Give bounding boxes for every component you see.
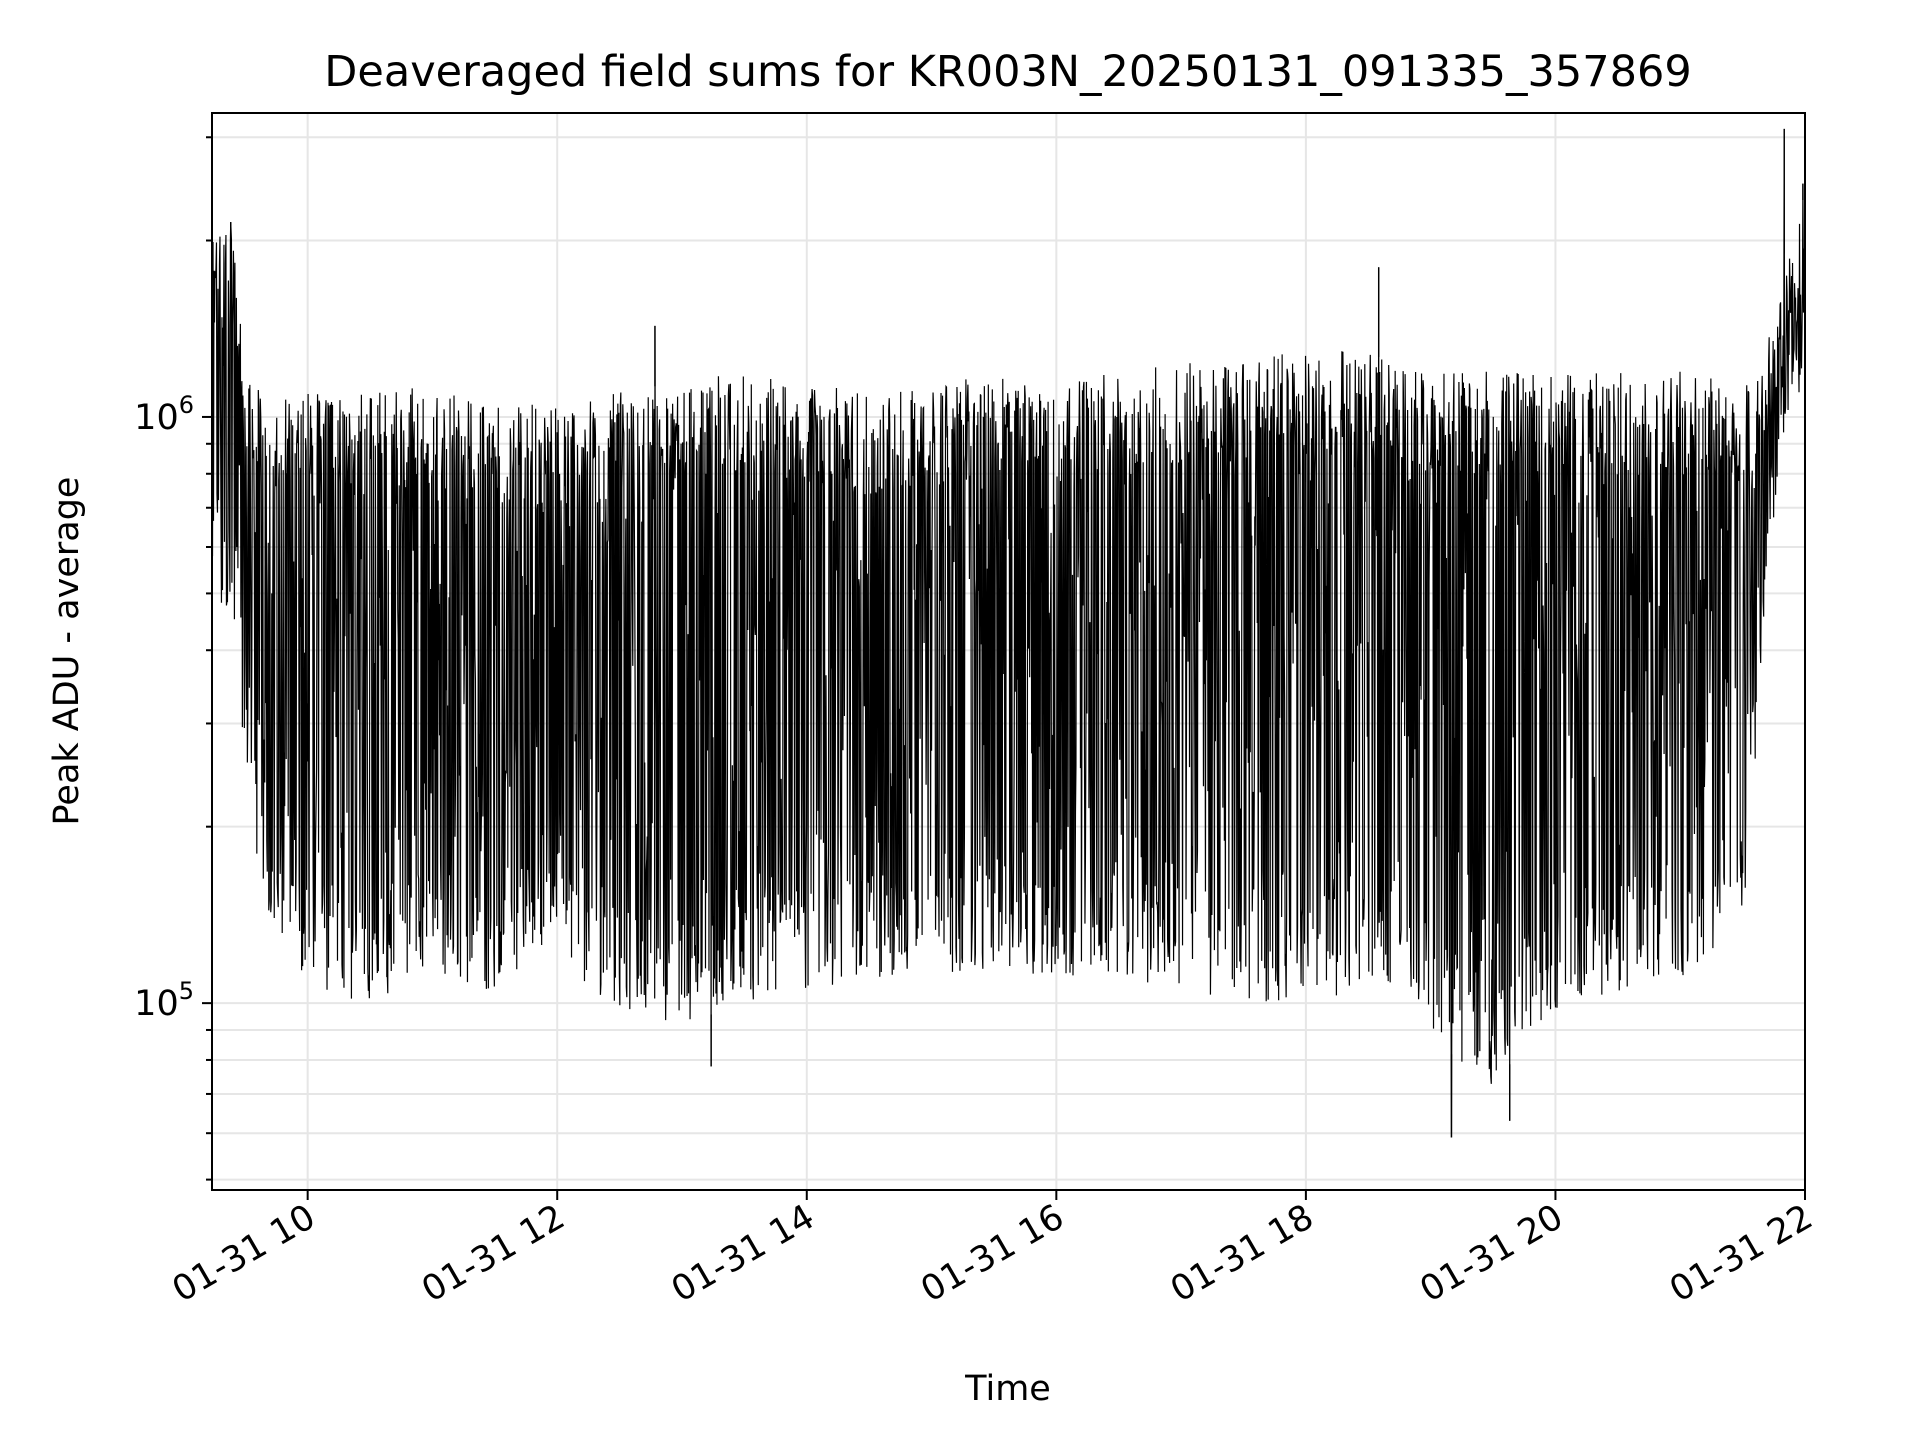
- y-tick-label: 106: [134, 391, 194, 438]
- series-line: [211, 128, 1806, 1138]
- series-path: [211, 128, 1806, 1138]
- y-tick-label: 105: [134, 977, 194, 1024]
- chart-title: Deaveraged field sums for KR003N_2025013…: [324, 47, 1691, 97]
- plot-frame: [211, 112, 1806, 1191]
- y-axis-label: Peak ADU - average: [47, 477, 87, 826]
- x-axis-label: Time: [964, 1369, 1051, 1409]
